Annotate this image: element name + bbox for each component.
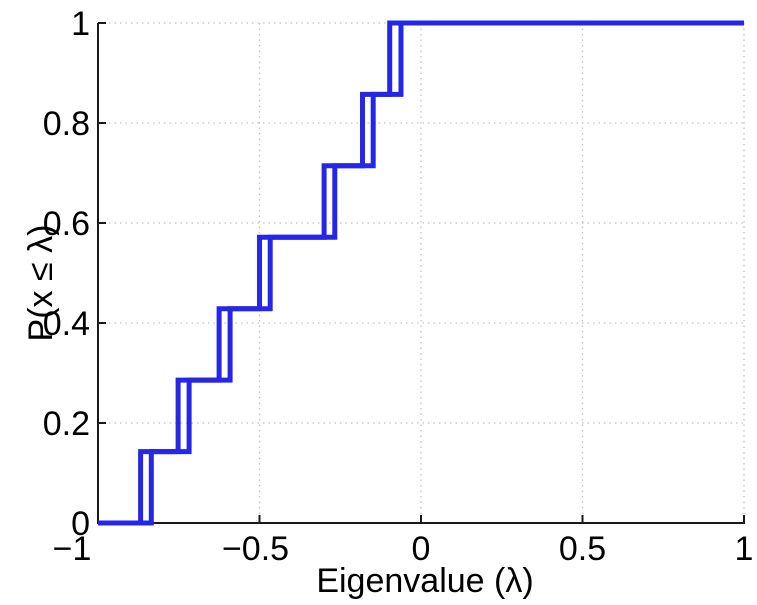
y-tick-label: 1 (71, 5, 90, 43)
y-tick-label: 0.4 (43, 305, 90, 343)
y-tick-label: 0 (71, 505, 90, 543)
x-tick-label: 0 (412, 530, 431, 568)
x-axis-label: Eigenvalue (λ) (316, 562, 533, 600)
x-tick-label: −1 (53, 530, 92, 568)
y-axis-label: P(x ≤ λ) (22, 225, 60, 342)
y-tick-label: 0.8 (43, 105, 90, 143)
ecdf-step-right-curve (98, 20, 744, 526)
tick-labels-layer: −1 −0.5 0 0.5 1 0 0.2 0.4 0.6 0.8 1 (43, 5, 754, 568)
y-tick-label: 0.6 (43, 205, 90, 243)
axes-layer (97, 22, 745, 524)
series-layer (98, 20, 744, 526)
x-tick-label: −0.5 (222, 530, 289, 568)
x-tick-label: 1 (735, 530, 754, 568)
x-tick-label: 0.5 (559, 530, 606, 568)
y-tick-label: 0.2 (43, 405, 90, 443)
grid-layer (98, 22, 745, 523)
